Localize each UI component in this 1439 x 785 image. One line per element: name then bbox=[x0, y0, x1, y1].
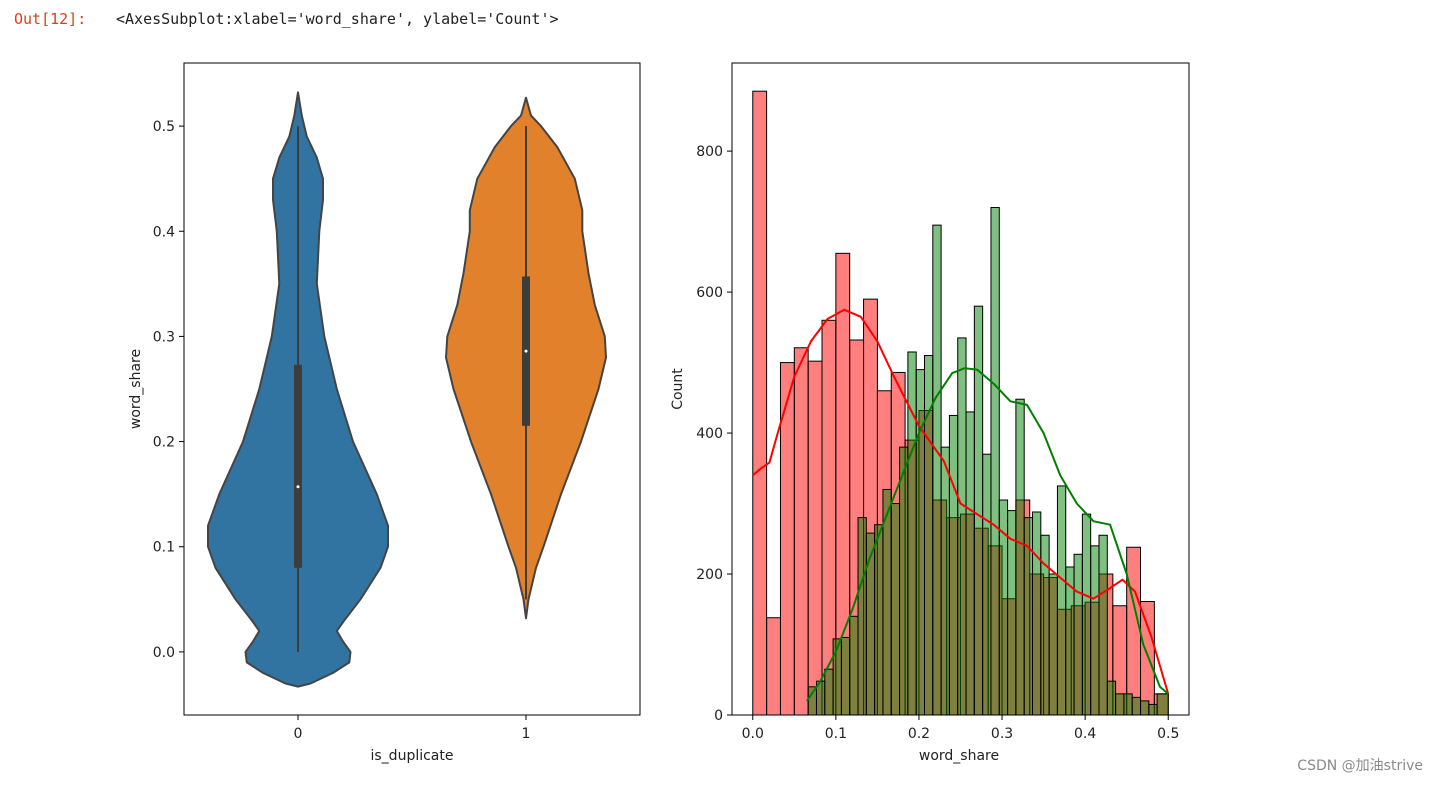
histogram-bar-class1 bbox=[957, 337, 967, 716]
violin-xlabel: is_duplicate bbox=[371, 748, 454, 764]
histogram-bar-class1 bbox=[849, 615, 859, 716]
violin-ylabel: word_share bbox=[128, 349, 144, 429]
histogram-bar-class1 bbox=[840, 636, 851, 716]
histogram-bar-class1 bbox=[1156, 693, 1169, 716]
violin-ytick-label: 0.5 bbox=[153, 119, 175, 135]
histogram-bar-class1 bbox=[1115, 693, 1125, 716]
histogram-bar-class1 bbox=[1131, 696, 1142, 716]
histogram-bar-class1 bbox=[874, 524, 884, 716]
histogram-ytick-label: 200 bbox=[696, 567, 723, 583]
histogram-bar-class1 bbox=[932, 224, 942, 716]
histogram-axes-frame bbox=[731, 62, 1190, 716]
histogram-bar-class0 bbox=[1140, 601, 1155, 716]
violin-ytick-label: 0.4 bbox=[153, 224, 175, 240]
histogram-bar-class0 bbox=[752, 90, 768, 716]
histogram-ytick-label: 400 bbox=[696, 426, 723, 442]
histogram-ytick-label: 800 bbox=[696, 144, 723, 160]
histogram-y-ticks: 0 200 400 600 800 bbox=[696, 144, 732, 724]
histogram-bar-class0 bbox=[807, 360, 823, 716]
histogram-xtick-label: 0.1 bbox=[825, 726, 847, 742]
violin-median-0 bbox=[296, 485, 300, 489]
histogram-bar-class1 bbox=[965, 411, 975, 716]
histogram-bar-class1 bbox=[1106, 680, 1117, 716]
histogram-bar-class1 bbox=[982, 453, 992, 716]
histogram-xtick-label: 0.4 bbox=[1074, 726, 1096, 742]
histogram-bar-class1 bbox=[1073, 553, 1083, 716]
histogram-bar-class0 bbox=[766, 617, 781, 716]
histogram-bar-class0 bbox=[793, 347, 809, 716]
violin-ytick-label: 0.0 bbox=[153, 645, 175, 661]
histogram-bar-class1 bbox=[924, 355, 934, 716]
histogram-bar-class1 bbox=[940, 446, 950, 716]
histogram-bar-class1 bbox=[890, 503, 901, 716]
histogram-bar-class1 bbox=[807, 686, 817, 716]
histogram-bar-class1 bbox=[824, 668, 834, 716]
violin-ytick-label: 0.1 bbox=[153, 540, 175, 556]
histogram-bar-class1 bbox=[990, 207, 1000, 716]
histogram-ytick-label: 600 bbox=[696, 285, 723, 301]
histogram-ylabel: Count bbox=[670, 368, 686, 410]
histogram-bar-class1 bbox=[1081, 513, 1092, 716]
histogram-bar-class1 bbox=[865, 532, 876, 716]
histogram-bar-class1 bbox=[1056, 485, 1067, 716]
histogram-xtick-label: 0.0 bbox=[742, 726, 764, 742]
histogram-bar-class1 bbox=[1140, 700, 1150, 716]
histogram-kde-line-class1 bbox=[805, 367, 1169, 702]
violin-xtick-label: 1 bbox=[522, 726, 531, 742]
histogram-bar-class1 bbox=[899, 446, 909, 716]
histogram-bar-class1 bbox=[1090, 545, 1100, 716]
histogram-bar-class1 bbox=[1098, 534, 1108, 716]
histogram-bar-class1 bbox=[948, 414, 959, 716]
violin-ytick-label: 0.2 bbox=[153, 435, 175, 451]
histogram-bar-class1 bbox=[1123, 693, 1133, 716]
violin-xtick-label: 0 bbox=[294, 726, 303, 742]
histogram-xtick-label: 0.3 bbox=[991, 726, 1013, 742]
violin-y-ticks: 0.0 0.1 0.2 0.3 0.4 0.5 bbox=[153, 119, 184, 661]
violin-median-1 bbox=[524, 349, 528, 353]
histogram-x-ticks: 0.0 0.1 0.2 0.3 0.4 0.5 bbox=[742, 715, 1179, 742]
histogram-bar-class1 bbox=[857, 517, 867, 716]
histogram-xtick-label: 0.2 bbox=[908, 726, 930, 742]
histogram-bar-class1 bbox=[1015, 398, 1025, 716]
histogram-xtick-label: 0.5 bbox=[1157, 726, 1179, 742]
violin-bodies bbox=[207, 91, 607, 688]
histogram-bar-class1 bbox=[1148, 703, 1158, 716]
histogram-bar-class1 bbox=[973, 305, 984, 716]
histogram-kde-lines bbox=[752, 308, 1170, 702]
output-prompt: Out[12]: bbox=[14, 10, 87, 28]
output-repr: <AxesSubplot:xlabel='word_share', ylabel… bbox=[116, 10, 559, 28]
watermark: CSDN @加油strive bbox=[1297, 758, 1423, 774]
histogram-ytick-label: 0 bbox=[714, 708, 723, 724]
histogram-xlabel: word_share bbox=[919, 748, 999, 764]
violin-iqr-box-0 bbox=[294, 364, 302, 568]
histogram-kde-line-class0 bbox=[752, 308, 1170, 695]
histogram-bar-class0 bbox=[1126, 546, 1142, 716]
histogram-axes: 0 200 400 600 800 0.0 0.1 0.2 0.3 0.4 0.5 word_sh… bbox=[670, 62, 1190, 764]
histogram-bar-class1 bbox=[1032, 511, 1042, 716]
violin-ytick-label: 0.3 bbox=[153, 329, 175, 345]
histogram-bar-class1 bbox=[1048, 573, 1058, 716]
